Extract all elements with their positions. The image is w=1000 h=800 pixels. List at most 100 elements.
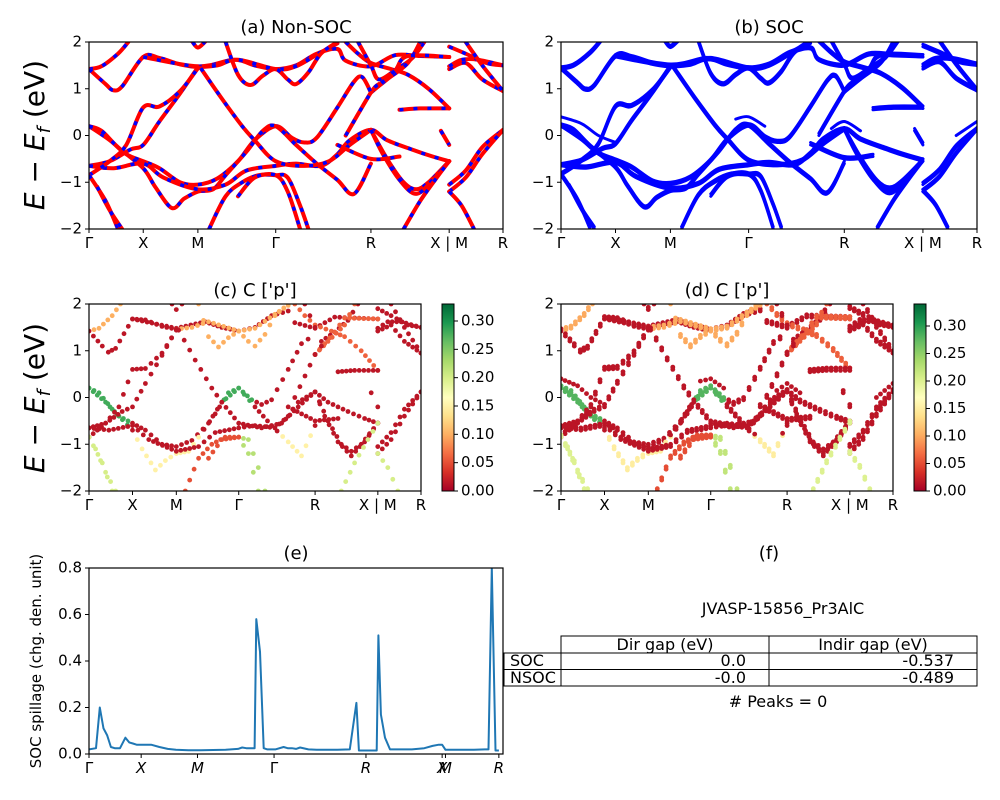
projection-point — [766, 406, 772, 412]
panel-b-xtick-label: X | M — [904, 234, 942, 252]
projection-point — [825, 341, 831, 347]
projection-point — [784, 416, 790, 421]
projection-point — [784, 387, 790, 392]
projection-point — [389, 319, 395, 325]
projection-point — [726, 397, 732, 403]
projection-point — [729, 335, 735, 341]
projection-point — [713, 331, 718, 337]
projection-point — [384, 324, 390, 330]
projection-point — [130, 367, 135, 372]
projection-point — [178, 447, 184, 453]
projection-point — [602, 402, 607, 407]
band-dash — [399, 106, 450, 112]
projection-point — [789, 384, 794, 389]
projection-point — [300, 400, 305, 406]
projection-point — [139, 318, 145, 324]
projection-point — [851, 437, 857, 442]
projection-point — [581, 486, 587, 491]
projection-point — [109, 347, 115, 353]
panel-a-xtick-label: M — [191, 234, 204, 252]
band-dash — [89, 42, 130, 71]
projection-point — [753, 304, 759, 308]
projection-point — [348, 368, 353, 374]
projection-point — [206, 455, 211, 461]
projection-point — [257, 337, 263, 343]
projection-point — [294, 448, 300, 454]
projection-point — [684, 409, 690, 414]
panel-b-xtick-label: R — [972, 234, 982, 252]
band-dash — [448, 60, 503, 93]
projection-point — [120, 417, 125, 423]
projection-point — [789, 415, 795, 421]
projection-point — [661, 435, 667, 441]
projection-point — [567, 336, 573, 342]
projection-point — [154, 362, 159, 368]
projection-point — [322, 320, 328, 326]
band-line — [921, 190, 950, 229]
projection-point — [384, 311, 390, 316]
projection-point — [130, 423, 135, 428]
projection-point — [566, 379, 572, 385]
projection-point — [790, 322, 795, 328]
projection-point — [312, 352, 318, 357]
projection-point — [260, 413, 266, 419]
projection-point — [759, 410, 765, 416]
band-line — [875, 157, 925, 229]
panel-b-ytick-label: 0 — [544, 126, 554, 144]
projection-point — [388, 430, 394, 435]
projection-point — [847, 365, 853, 371]
projection-point — [828, 365, 834, 371]
projection-point — [402, 406, 407, 412]
projection-point — [365, 437, 371, 442]
projection-point — [109, 313, 115, 319]
projection-point — [101, 395, 106, 401]
projection-point — [119, 409, 125, 414]
projection-point — [719, 324, 724, 330]
projection-point — [299, 411, 304, 417]
panel-d-ytick-label: −1 — [532, 435, 554, 453]
projection-point — [762, 404, 768, 410]
panel-a-ytick-label: −1 — [60, 173, 82, 191]
projection-point — [307, 318, 313, 323]
material-name: JVASP-15856_Pr3AlC — [701, 599, 864, 619]
band-line — [709, 170, 775, 229]
projection-point — [571, 381, 576, 387]
projection-point — [612, 430, 618, 435]
projection-point — [269, 397, 274, 403]
projection-point — [687, 441, 692, 446]
projection-point — [795, 324, 801, 330]
projection-point — [115, 412, 121, 417]
colorbar-d — [913, 303, 927, 492]
projection-point — [693, 321, 698, 327]
panel-d-xtick-label: X — [599, 496, 609, 514]
panel-a-xtick-label: X | M — [430, 234, 468, 252]
panel-b-xtick-label: R — [839, 234, 849, 252]
projection-point — [577, 315, 583, 320]
projection-point — [631, 320, 637, 326]
projection-point — [410, 398, 416, 403]
projection-point — [798, 414, 804, 420]
projection-point — [96, 390, 102, 396]
projection-point — [713, 325, 719, 331]
projection-point — [673, 315, 678, 321]
panel-e-xtick-label: M — [191, 759, 204, 777]
projection-point — [606, 434, 612, 440]
panel-d-xtick-label: R — [782, 496, 792, 514]
panel-c-xtick-label: R — [310, 496, 320, 514]
projection-point — [384, 441, 390, 447]
colorbar-c-tick-label: 0.30 — [461, 312, 494, 330]
projection-point — [584, 407, 589, 413]
projection-point — [842, 314, 848, 319]
projection-point — [860, 311, 866, 316]
projection-point — [878, 400, 883, 405]
projection-point — [138, 366, 144, 372]
projection-point — [246, 437, 251, 442]
panel-e-xtick-label: X — [436, 759, 448, 777]
projection-point — [774, 371, 780, 377]
projection-point — [285, 308, 291, 314]
projection-point — [777, 334, 783, 340]
projection-point — [862, 474, 868, 480]
projection-point — [571, 341, 577, 347]
projection-point — [803, 428, 808, 434]
projection-point — [317, 401, 323, 407]
